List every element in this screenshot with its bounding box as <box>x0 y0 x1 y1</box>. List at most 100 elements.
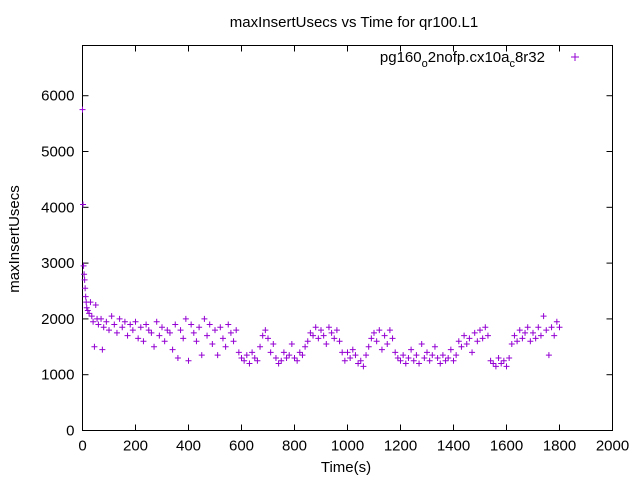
data-point <box>530 329 536 336</box>
data-point <box>291 354 298 361</box>
legend-marker <box>571 53 579 61</box>
data-point <box>235 349 242 356</box>
data-point <box>304 338 311 345</box>
data-point <box>280 349 287 356</box>
data-point <box>376 327 383 334</box>
data-point <box>95 321 102 328</box>
data-point <box>397 357 404 364</box>
data-point <box>190 329 197 336</box>
data-point <box>535 324 542 331</box>
data-point <box>299 352 306 359</box>
legend-label: pg160o2nofp.cx10ac8r32 <box>380 49 545 70</box>
data-point <box>148 329 155 336</box>
data-point <box>378 346 385 353</box>
data-point <box>328 329 335 336</box>
y-tick-label: 3000 <box>41 255 74 272</box>
x-tick-label: 1800 <box>543 438 576 455</box>
data-point <box>151 343 158 350</box>
data-point <box>80 262 87 269</box>
data-point <box>360 363 367 370</box>
data-point <box>161 338 168 345</box>
data-point <box>402 360 409 367</box>
data-point <box>318 327 324 334</box>
data-point <box>511 332 518 339</box>
y-tick-label: 1000 <box>41 367 74 384</box>
data-point <box>344 349 351 356</box>
data-point <box>455 338 462 345</box>
data-point <box>492 363 499 370</box>
data-point <box>553 318 560 325</box>
data-point <box>106 327 112 334</box>
data-point <box>537 332 544 339</box>
x-tick-label: 600 <box>229 438 254 455</box>
legend-label-part: 2nofp.cx10a <box>428 49 510 66</box>
data-point <box>400 352 407 359</box>
x-tick-label: 800 <box>282 438 307 455</box>
data-point <box>180 335 187 342</box>
data-point <box>116 315 123 322</box>
y-tick-label: 2000 <box>41 311 74 328</box>
data-point <box>99 346 106 353</box>
data-point <box>519 335 526 342</box>
data-point <box>471 329 478 336</box>
data-point <box>450 357 457 364</box>
y-axis-label: maxInsertUsecs <box>6 185 23 293</box>
data-point <box>429 352 436 359</box>
data-point <box>458 343 465 350</box>
data-point <box>408 346 415 353</box>
data-point <box>384 341 391 348</box>
data-point <box>445 354 452 361</box>
data-point <box>111 321 118 328</box>
x-tick-label: 400 <box>176 438 201 455</box>
data-point <box>262 327 269 334</box>
data-point <box>373 338 380 345</box>
data-point <box>254 357 261 364</box>
data-point <box>508 341 515 348</box>
data-point <box>196 324 203 331</box>
x-tick-label: 2000 <box>596 438 629 455</box>
data-point <box>495 354 502 361</box>
data-point <box>320 332 327 339</box>
data-point <box>394 354 401 361</box>
data-point <box>336 338 343 345</box>
data-point <box>463 341 470 348</box>
data-point <box>349 346 356 353</box>
data-point <box>323 341 330 348</box>
data-point <box>363 352 370 359</box>
x-tick-label: 1600 <box>490 438 523 455</box>
data-point <box>198 352 205 359</box>
plot-frame <box>82 45 613 431</box>
data-point <box>516 327 523 334</box>
data-point <box>103 318 110 325</box>
data-point <box>270 341 277 348</box>
data-point <box>182 315 189 322</box>
data-point <box>92 301 99 308</box>
data-point <box>392 349 399 356</box>
data-point <box>503 363 510 370</box>
chart-title: maxInsertUsecs vs Time for qr100.L1 <box>230 14 478 31</box>
data-point <box>365 343 372 350</box>
data-point <box>214 352 221 359</box>
axis-ticks: 0 200 400 600 800 1000 1200 1400 1600 1800 2000 0 10… <box>41 45 629 455</box>
data-point <box>265 335 271 342</box>
data-point <box>416 360 423 367</box>
legend-label-part: c <box>509 58 515 70</box>
x-tick-label: 200 <box>123 438 148 455</box>
data-point <box>113 329 120 336</box>
data-point <box>204 332 211 339</box>
data-point <box>442 357 449 364</box>
data-point <box>381 332 388 339</box>
data-point <box>206 321 213 328</box>
data-point <box>352 352 359 359</box>
data-point <box>135 335 142 342</box>
data-point <box>241 357 248 364</box>
data-point <box>389 335 396 342</box>
data-point <box>421 354 428 361</box>
data-point <box>201 315 208 322</box>
x-tick-label: 0 <box>78 438 86 455</box>
data-point <box>532 335 539 342</box>
data-point <box>267 349 274 356</box>
x-tick-label: 1400 <box>437 438 470 455</box>
data-point <box>124 332 131 339</box>
